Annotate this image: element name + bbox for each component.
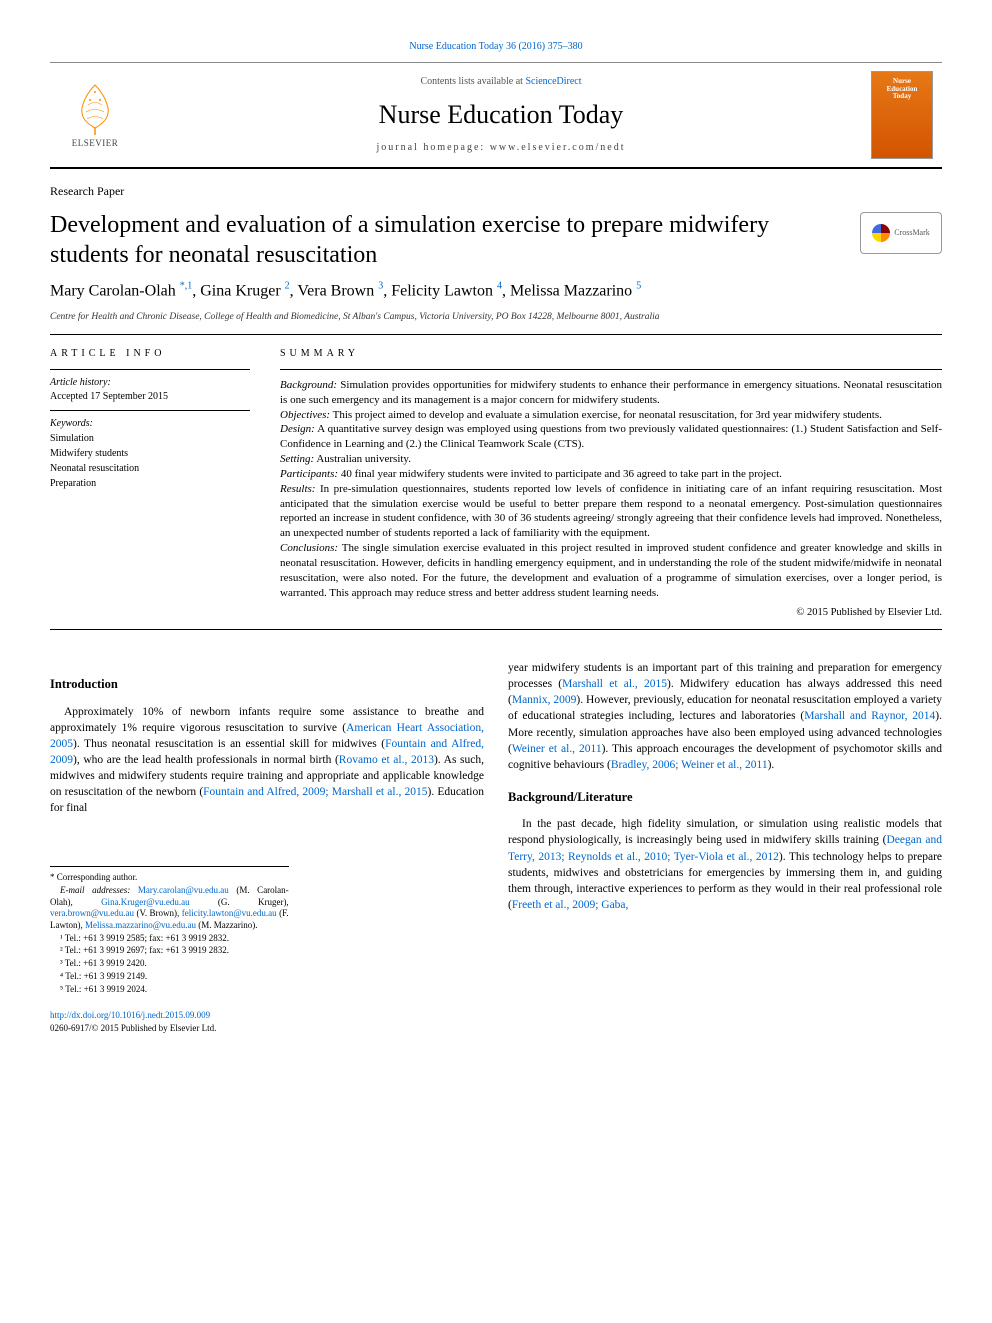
summary-segment-label: Objectives:	[280, 409, 330, 421]
footnotes: * Corresponding author. E-mail addresses…	[50, 866, 289, 995]
background-heading: Background/Literature	[508, 789, 942, 807]
ref-link[interactable]: Weiner et al., 2011	[512, 743, 602, 755]
summary-segment-text: Australian university.	[314, 453, 411, 465]
keyword: Neonatal resuscitation	[50, 462, 250, 476]
header-center: Contents lists available at ScienceDirec…	[140, 75, 862, 155]
journal-title: Nurse Education Today	[140, 97, 862, 133]
journal-cover-container: Nurse Education Today	[862, 71, 942, 159]
email-link[interactable]: Melissa.mazzarino@vu.edu.au	[85, 920, 196, 930]
intro-heading: Introduction	[50, 676, 484, 694]
article-info-heading: ARTICLE INFO	[50, 347, 250, 361]
summary-segment-label: Design:	[280, 423, 315, 435]
summary-segment-label: Results:	[280, 483, 315, 495]
tel-block: ¹ Tel.: +61 3 9919 2585; fax: +61 3 9919…	[50, 933, 289, 995]
summary-segment-text: 40 final year midwifery students were in…	[338, 468, 782, 480]
journal-cover: Nurse Education Today	[871, 71, 933, 159]
background-para-1: In the past decade, high fidelity simula…	[508, 816, 942, 913]
keyword: Simulation	[50, 432, 250, 446]
tel-line: ² Tel.: +61 3 9919 2697; fax: +61 3 9919…	[50, 945, 289, 957]
summary-segment-text: Simulation provides opportunities for mi…	[280, 379, 942, 406]
emails-line: E-mail addresses: Mary.carolan@vu.edu.au…	[50, 885, 289, 932]
intro-para-2: year midwifery students is an important …	[508, 660, 942, 773]
elsevier-logo-container: ELSEVIER	[50, 75, 140, 155]
corresponding-author: * Corresponding author.	[50, 872, 289, 884]
email-link[interactable]: Mary.carolan@vu.edu.au	[138, 885, 229, 895]
history-value: Accepted 17 September 2015	[50, 390, 250, 404]
ref-link[interactable]: Mannix, 2009	[512, 694, 577, 706]
email-link[interactable]: Gina.Kruger@vu.edu.au	[101, 897, 190, 907]
article-title: Development and evaluation of a simulati…	[50, 210, 850, 270]
doi-link[interactable]: http://dx.doi.org/10.1016/j.nedt.2015.09…	[50, 1010, 210, 1020]
footer-info: http://dx.doi.org/10.1016/j.nedt.2015.09…	[50, 1009, 484, 1034]
journal-homepage: journal homepage: www.elsevier.com/nedt	[140, 141, 862, 155]
authors: Mary Carolan-Olah *,1, Gina Kruger 2, Ve…	[50, 280, 942, 303]
sciencedirect-line: Contents lists available at ScienceDirec…	[140, 75, 862, 89]
summary: SUMMARY Background: Simulation provides …	[280, 347, 942, 621]
affiliation: Centre for Health and Chronic Disease, C…	[50, 311, 942, 324]
ref-link[interactable]: Fountain and Alfred, 2009; Marshall et a…	[203, 786, 427, 798]
intro-para-1: Approximately 10% of newborn infants req…	[50, 704, 484, 817]
article-type: Research Paper	[50, 183, 942, 200]
left-column: Introduction Approximately 10% of newbor…	[50, 660, 484, 1034]
cover-line3: Today	[891, 93, 913, 101]
email-link[interactable]: felicity.lawton@vu.edu.au	[182, 908, 277, 918]
email-label: E-mail addresses:	[60, 885, 138, 895]
elsevier-tree-icon	[70, 80, 120, 135]
tel-line: ³ Tel.: +61 3 9919 2420.	[50, 958, 289, 970]
elsevier-logo: ELSEVIER	[60, 75, 130, 155]
tel-line: ⁴ Tel.: +61 3 9919 2149.	[50, 971, 289, 983]
summary-segment-label: Conclusions:	[280, 542, 338, 554]
tel-line: ¹ Tel.: +61 3 9919 2585; fax: +61 3 9919…	[50, 933, 289, 945]
email-link[interactable]: vera.brown@vu.edu.au	[50, 908, 134, 918]
ref-link[interactable]: Marshall and Raynor, 2014	[804, 710, 935, 722]
ref-link[interactable]: Marshall et al., 2015	[562, 678, 667, 690]
history-label: Article history:	[50, 376, 250, 390]
summary-segment-label: Background:	[280, 379, 337, 391]
summary-copyright: © 2015 Published by Elsevier Ltd.	[280, 606, 942, 621]
summary-body: Background: Simulation provides opportun…	[280, 378, 942, 601]
citation: Nurse Education Today 36 (2016) 375–380	[50, 40, 942, 54]
summary-segment-label: Participants:	[280, 468, 338, 480]
keywords-label: Keywords:	[50, 417, 250, 431]
crossmark-label: CrossMark	[894, 227, 930, 238]
ref-link[interactable]: Bradley, 2006; Weiner et al., 2011	[611, 759, 768, 771]
summary-segment-text: This project aimed to develop and evalua…	[330, 409, 882, 421]
crossmark-badge[interactable]: CrossMark	[860, 212, 942, 254]
elsevier-label: ELSEVIER	[72, 137, 119, 150]
summary-segment-text: The single simulation exercise evaluated…	[280, 542, 942, 599]
divider	[50, 334, 942, 335]
ref-link[interactable]: Freeth et al., 2009; Gaba,	[512, 899, 629, 911]
summary-segment-text: A quantitative survey design was employe…	[280, 423, 942, 450]
ref-link[interactable]: Rovamo et al., 2013	[339, 754, 434, 766]
sciencedirect-prefix: Contents lists available at	[420, 76, 525, 87]
summary-segment-text: In pre-simulation questionnaires, studen…	[280, 483, 942, 540]
article-info: ARTICLE INFO Article history: Accepted 1…	[50, 347, 250, 621]
tel-line: ⁵ Tel.: +61 3 9919 2024.	[50, 984, 289, 996]
journal-header: ELSEVIER Contents lists available at Sci…	[50, 62, 942, 169]
issn-line: 0260-6917/© 2015 Published by Elsevier L…	[50, 1022, 484, 1035]
summary-heading: SUMMARY	[280, 347, 942, 361]
keyword: Preparation	[50, 477, 250, 491]
keyword: Midwifery students	[50, 447, 250, 461]
right-column: year midwifery students is an important …	[508, 660, 942, 1034]
keywords-list: SimulationMidwifery studentsNeonatal res…	[50, 432, 250, 491]
sciencedirect-link[interactable]: ScienceDirect	[525, 76, 581, 87]
crossmark-icon	[872, 224, 890, 242]
summary-segment-label: Setting:	[280, 453, 314, 465]
